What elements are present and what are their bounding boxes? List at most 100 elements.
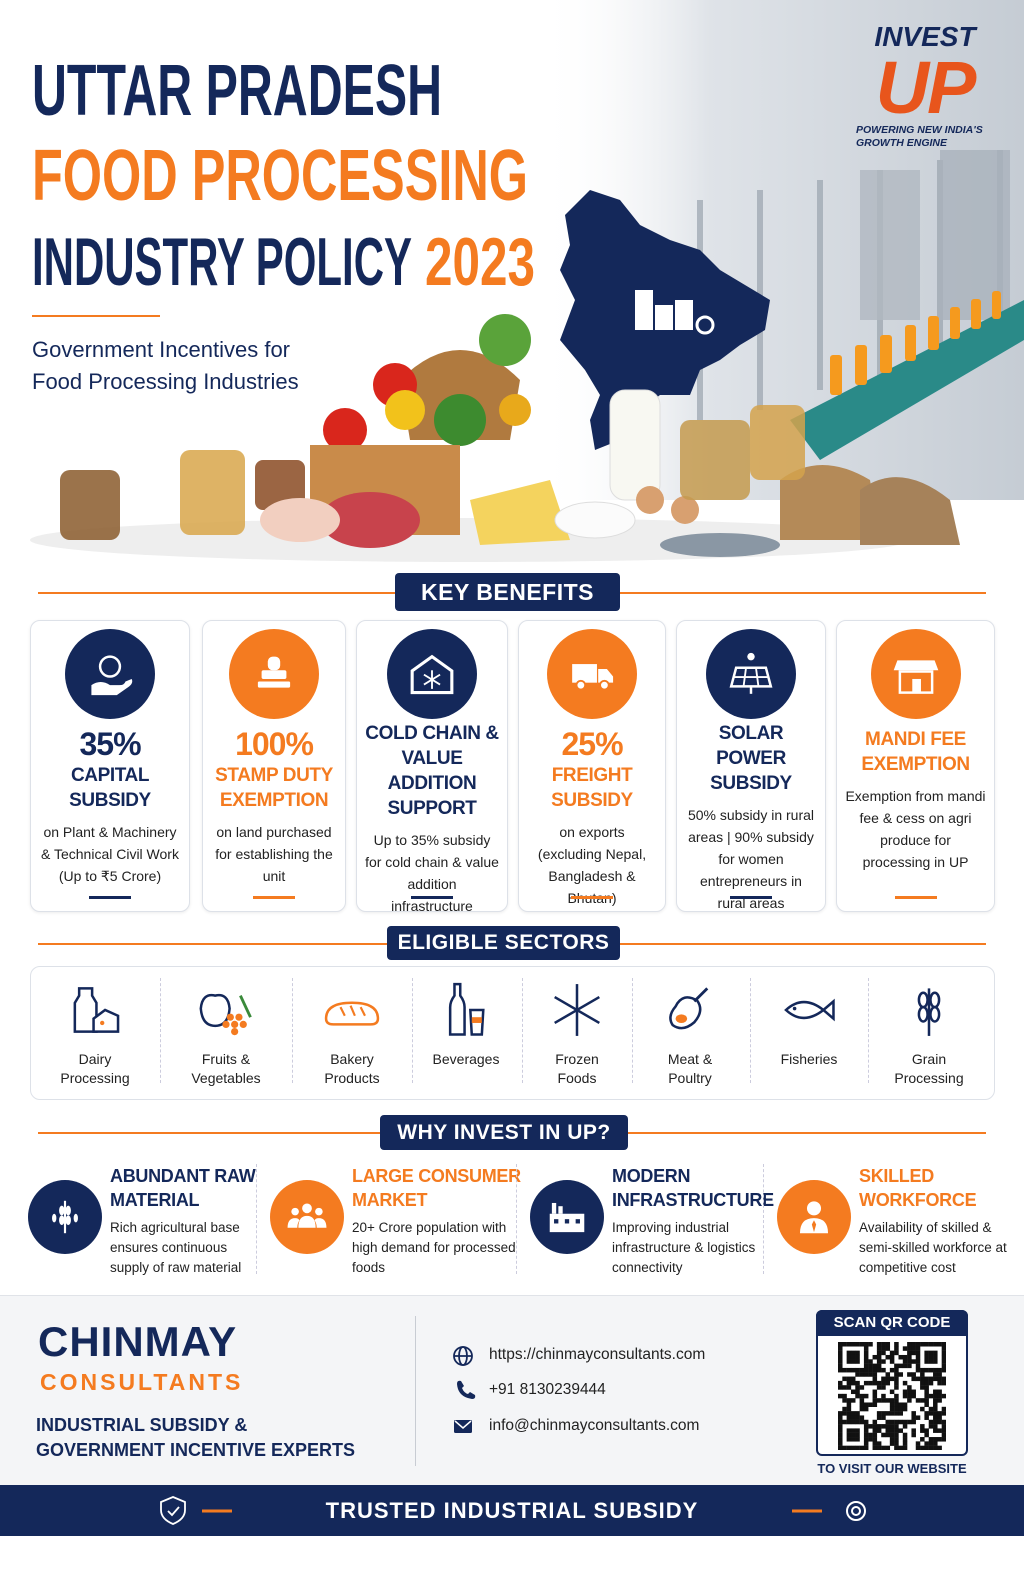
qr-cell bbox=[915, 1367, 921, 1373]
qr-cell bbox=[868, 1342, 873, 1347]
sector-icon-part bbox=[917, 991, 941, 1023]
benefit-icon-art-part bbox=[410, 654, 454, 695]
benefit-icon-art-part bbox=[423, 673, 441, 686]
logo-tagline: POWERING NEW INDIA'S GROWTH ENGINE bbox=[850, 124, 1000, 150]
qr-cell bbox=[924, 1411, 929, 1416]
sector-icon bbox=[448, 982, 485, 1036]
benefit-icon-art bbox=[410, 654, 454, 695]
qr-cell bbox=[863, 1367, 869, 1373]
qr-cell bbox=[863, 1432, 869, 1438]
qr-cell bbox=[924, 1367, 929, 1373]
qr-cell bbox=[868, 1402, 873, 1407]
qr-cell bbox=[850, 1342, 856, 1347]
qr-cell bbox=[846, 1406, 852, 1412]
why-title: SKILLED WORKFORCE bbox=[859, 1166, 977, 1210]
qr-cell bbox=[911, 1419, 916, 1425]
benefit-icon-art bbox=[572, 664, 614, 691]
qr-cell bbox=[846, 1428, 852, 1433]
qr-cell bbox=[898, 1354, 903, 1360]
qr-cell bbox=[933, 1437, 938, 1442]
qr-cell bbox=[920, 1367, 925, 1373]
banner-text: TRUSTED INDUSTRIAL SUBSIDY CONSULTANTS bbox=[325, 1498, 699, 1574]
qr-cell bbox=[924, 1350, 929, 1356]
qr-cell bbox=[855, 1428, 860, 1433]
qr-cell bbox=[881, 1342, 886, 1347]
qr-cell bbox=[911, 1346, 916, 1351]
sector-icon-part bbox=[222, 1013, 247, 1036]
qr-cell bbox=[863, 1424, 869, 1429]
qr-cell bbox=[872, 1437, 878, 1442]
qr-cell bbox=[933, 1354, 938, 1360]
qr-cell bbox=[876, 1342, 882, 1347]
qr-cell bbox=[872, 1393, 878, 1399]
benefit-icon-art-part bbox=[91, 678, 133, 696]
qr-cell bbox=[842, 1367, 847, 1373]
sector-icon-part bbox=[359, 1006, 366, 1017]
qr-cell bbox=[894, 1437, 899, 1442]
qr-cell bbox=[859, 1406, 865, 1412]
benefit-title: MANDI FEE EXEMPTION bbox=[861, 729, 970, 775]
sector-divider bbox=[160, 978, 161, 1083]
qr-cell bbox=[902, 1363, 908, 1369]
qr-cell bbox=[876, 1367, 882, 1373]
qr-cell bbox=[863, 1372, 869, 1377]
qr-cell bbox=[911, 1389, 916, 1395]
sector: Beverages bbox=[412, 968, 520, 1098]
qr-cell bbox=[928, 1424, 934, 1429]
qr-cell bbox=[846, 1359, 852, 1364]
qr-cell bbox=[902, 1354, 908, 1360]
footer-divider bbox=[415, 1316, 416, 1466]
qr-cell bbox=[868, 1363, 873, 1369]
sector-icon-part bbox=[784, 1000, 826, 1020]
section-heading: WHY INVEST IN UP? bbox=[380, 1115, 628, 1150]
why-icon-art bbox=[549, 1202, 585, 1233]
banner bbox=[0, 1485, 1024, 1536]
qr-cell bbox=[915, 1359, 921, 1364]
qr-cell bbox=[855, 1380, 860, 1386]
sector-icon-part bbox=[554, 984, 600, 1036]
qr-cell bbox=[876, 1346, 882, 1351]
qr-cell bbox=[937, 1380, 942, 1386]
qr-cell bbox=[872, 1354, 878, 1360]
qr-cell bbox=[907, 1389, 912, 1395]
section-heading: KEY BENEFITS bbox=[395, 573, 620, 611]
contact-email: info@chinmayconsultants.com bbox=[489, 1417, 700, 1434]
why-icon-art-part bbox=[59, 1205, 65, 1216]
qr-cell bbox=[924, 1354, 929, 1360]
sector-icon-part bbox=[226, 1013, 234, 1021]
qr-cell bbox=[850, 1415, 856, 1420]
why-icon-art-part bbox=[564, 1219, 570, 1224]
qr-cell bbox=[872, 1441, 878, 1446]
subtitle-line: Government Incentives for bbox=[32, 337, 291, 362]
qr-cell bbox=[920, 1342, 925, 1347]
benefit-bar bbox=[89, 896, 131, 899]
qr-cell bbox=[941, 1419, 946, 1425]
benefit-text: on exports (excluding Nepal, Bangladesh … bbox=[537, 824, 647, 906]
qr-cell bbox=[855, 1350, 860, 1356]
why-icon-art-part bbox=[73, 1213, 78, 1223]
qr-cell bbox=[842, 1376, 847, 1382]
qr-cell bbox=[898, 1445, 903, 1450]
qr-cell bbox=[933, 1406, 938, 1412]
qr-cell bbox=[915, 1445, 921, 1450]
benefit-icon-art-part bbox=[747, 652, 755, 661]
sector: Dairy Processing bbox=[35, 968, 155, 1098]
benefit-icon-art-part bbox=[575, 679, 587, 691]
qr-cell bbox=[881, 1380, 886, 1386]
qr-cell bbox=[920, 1428, 925, 1433]
qr-cell bbox=[894, 1402, 899, 1407]
qr-cell bbox=[911, 1432, 916, 1438]
qr-cell bbox=[863, 1402, 869, 1407]
benefit-icon-art-part bbox=[742, 667, 747, 687]
qr-cell bbox=[876, 1385, 882, 1390]
qr-cell bbox=[889, 1441, 895, 1446]
qr-cell bbox=[911, 1411, 916, 1416]
qr-cell bbox=[838, 1411, 843, 1416]
qr-cell bbox=[933, 1372, 938, 1377]
qr-cell bbox=[868, 1432, 873, 1438]
qr-cell bbox=[920, 1380, 925, 1386]
qr-cell bbox=[872, 1428, 878, 1433]
why-text: Rich agricultural base ensures continuou… bbox=[110, 1220, 242, 1275]
qr-cell bbox=[889, 1359, 895, 1364]
why-icon-art bbox=[52, 1200, 78, 1234]
